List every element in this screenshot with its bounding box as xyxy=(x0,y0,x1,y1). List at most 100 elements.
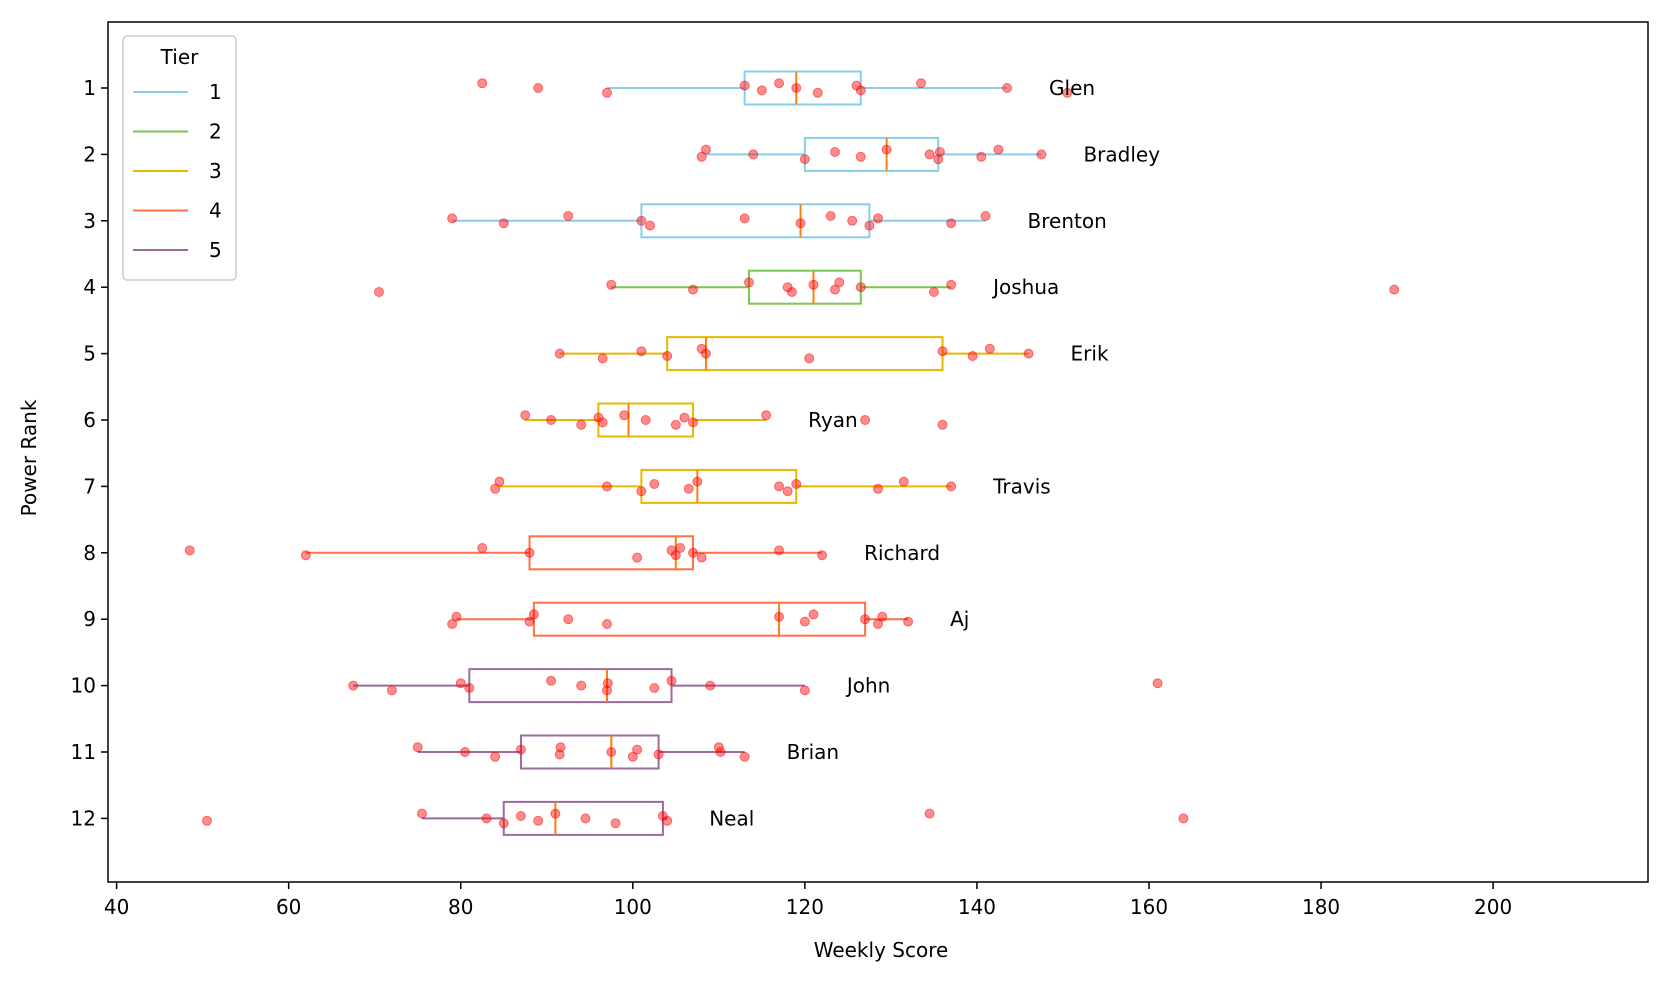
data-point xyxy=(928,287,939,297)
y-tick-label: 9 xyxy=(83,607,96,631)
data-point xyxy=(447,619,458,629)
y-tick-label: 12 xyxy=(71,806,96,830)
data-point xyxy=(683,483,694,494)
box-row-3 xyxy=(452,203,986,239)
iqr-box xyxy=(528,535,695,571)
data-point xyxy=(993,144,1004,155)
data-point xyxy=(576,680,587,691)
data-point xyxy=(546,675,557,686)
data-point xyxy=(688,547,699,558)
x-tick-label: 60 xyxy=(276,895,301,919)
data-point xyxy=(675,543,686,553)
y-tick-label: 5 xyxy=(83,342,96,366)
data-point xyxy=(455,678,466,689)
data-point xyxy=(417,808,428,819)
data-point xyxy=(980,211,991,221)
data-point xyxy=(649,683,660,693)
data-point xyxy=(715,747,726,757)
iqr-box xyxy=(666,336,944,372)
data-point xyxy=(576,419,587,430)
data-point xyxy=(490,483,501,494)
iqr-box xyxy=(519,734,660,770)
data-point xyxy=(563,211,574,221)
data-point xyxy=(799,685,810,696)
x-tick-label: 160 xyxy=(1130,895,1168,919)
data-point xyxy=(374,287,385,297)
name-label-glen: Glen xyxy=(1049,76,1095,100)
y-tick-label: 10 xyxy=(71,674,96,698)
data-point xyxy=(743,277,754,288)
y-tick-label: 2 xyxy=(83,142,96,166)
data-point xyxy=(692,476,703,487)
name-label-neal: Neal xyxy=(709,806,754,830)
name-label-brian: Brian xyxy=(787,740,839,764)
data-point xyxy=(1062,87,1073,98)
data-point xyxy=(184,545,195,556)
data-point xyxy=(873,213,883,224)
data-point xyxy=(774,545,785,556)
data-point xyxy=(300,550,311,561)
data-point xyxy=(477,78,488,89)
data-point xyxy=(774,78,785,89)
data-point xyxy=(670,550,681,561)
data-point xyxy=(632,744,643,755)
name-label-ryan: Ryan xyxy=(808,408,858,432)
data-point xyxy=(916,78,927,89)
data-point xyxy=(554,348,565,359)
data-point xyxy=(937,419,948,430)
data-point xyxy=(873,483,883,494)
legend-label-tier-5: 5 xyxy=(209,238,222,262)
data-point xyxy=(546,415,557,425)
y-tick-label: 11 xyxy=(71,740,96,764)
legend-label-tier-4: 4 xyxy=(209,199,222,223)
data-point xyxy=(791,83,802,93)
data-point xyxy=(524,616,535,627)
data-point xyxy=(946,218,957,229)
data-point xyxy=(580,813,591,824)
data-point xyxy=(533,815,544,826)
data-point xyxy=(451,611,462,622)
y-tick-label: 1 xyxy=(83,76,96,100)
name-label-john: John xyxy=(845,674,891,698)
data-point xyxy=(774,611,785,622)
data-point xyxy=(386,685,397,696)
data-point xyxy=(601,685,612,696)
data-point xyxy=(662,351,673,361)
data-point xyxy=(1178,813,1189,824)
data-point xyxy=(795,218,806,229)
x-tick-label: 120 xyxy=(786,895,824,919)
y-tick-label: 7 xyxy=(83,474,96,498)
data-point xyxy=(812,87,823,98)
x-tick-label: 100 xyxy=(614,895,652,919)
data-point xyxy=(898,476,909,487)
data-point xyxy=(524,547,535,558)
x-tick-label: 80 xyxy=(448,895,473,919)
data-point xyxy=(636,346,647,357)
name-label-richard: Richard xyxy=(864,541,940,565)
data-point xyxy=(864,220,875,231)
data-point xyxy=(533,83,544,93)
plot-frame xyxy=(107,21,1649,883)
data-point xyxy=(748,149,759,160)
data-point xyxy=(739,751,750,762)
data-point xyxy=(610,818,621,829)
data-point xyxy=(666,675,677,686)
data-point xyxy=(946,481,957,492)
data-point xyxy=(515,811,526,821)
data-point xyxy=(498,818,509,829)
data-point xyxy=(662,815,673,826)
x-axis-label: Weekly Score xyxy=(814,938,949,962)
data-point xyxy=(924,808,935,819)
y-axis-label: Power Rank xyxy=(17,399,41,516)
data-point xyxy=(808,279,819,290)
data-point xyxy=(976,151,987,162)
x-tick-label: 180 xyxy=(1302,895,1340,919)
legend-label-tier-3: 3 xyxy=(209,159,222,183)
data-point xyxy=(632,552,643,563)
data-point xyxy=(636,486,647,497)
data-point xyxy=(601,619,612,629)
data-point xyxy=(761,410,772,421)
